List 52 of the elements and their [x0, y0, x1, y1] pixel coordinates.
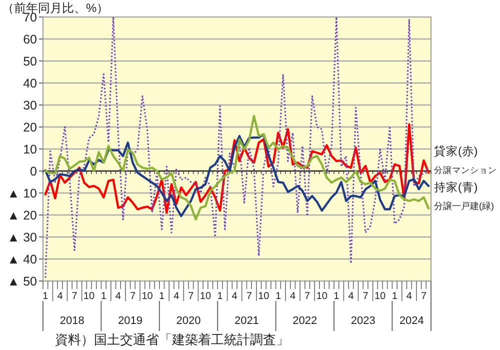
text: 分譲マンション [434, 165, 497, 175]
line-series [44, 16, 430, 278]
y-tick-label: 30 [23, 98, 38, 112]
y-tick-label: 10 [23, 142, 38, 156]
y-tick-label: 50 [23, 54, 38, 68]
text: 2022 [292, 315, 318, 327]
text: 2020 [176, 315, 201, 327]
x-tick-label: 7 [130, 291, 136, 302]
y-tick-label: ▲ 50 [7, 274, 38, 288]
y-tick-label: ▲ 30 [7, 230, 38, 244]
x-tick-label: 10 [200, 291, 212, 302]
x-tick-label: 7 [362, 291, 369, 302]
x-tick-label: 4 [174, 291, 180, 302]
y-tick-label: ▲ 10 [7, 186, 38, 200]
text: 2019 [118, 315, 143, 327]
x-tick-label: 4 [115, 291, 122, 302]
text: 2024 [399, 315, 424, 327]
x-tick-label: 10 [258, 291, 270, 302]
x-tick-label: 7 [188, 291, 194, 302]
x-tick-label: 1 [275, 291, 282, 302]
x-tick-label: 4 [348, 291, 354, 302]
x-tick-label: 10 [142, 291, 154, 302]
x-tick-label: 1 [217, 291, 224, 302]
y-tick-label: ▲ 40 [7, 252, 38, 266]
x-tick-label: 4 [406, 291, 412, 302]
y-tick-label: 0 [30, 164, 38, 178]
text: 持家(青) [434, 182, 478, 194]
y-tick-label: 40 [23, 76, 38, 90]
x-tick-label: 4 [57, 291, 64, 302]
x-tick-label: 7 [420, 291, 427, 302]
text: 貸家(赤) [434, 146, 478, 158]
x-tick-label: 10 [84, 291, 96, 302]
y-tick-label: 20 [23, 120, 38, 134]
y-tick-label: ▲ 20 [7, 208, 38, 222]
x-tick-label: 7 [72, 291, 78, 302]
text: 2018 [60, 315, 84, 327]
x-tick-label: 1 [392, 291, 398, 302]
text: 2021 [234, 315, 259, 327]
text: 分譲一戸建(緑) [434, 201, 494, 211]
text: 2023 [350, 315, 376, 327]
text: 資料）国土交通省「建築着工統計調査」 [55, 332, 289, 347]
x-tick-label: 1 [42, 291, 49, 302]
y-tick-label: 60 [23, 32, 38, 46]
x-tick-label: 1 [100, 291, 107, 302]
x-tick-label: 7 [246, 291, 252, 302]
x-tick-label: 1 [334, 291, 340, 302]
x-tick-label: 4 [232, 291, 238, 302]
x-tick-label: 7 [304, 291, 311, 302]
x-tick-label: 10 [374, 291, 386, 302]
x-tick-label: 10 [316, 291, 328, 302]
x-tick-label: 1 [159, 291, 166, 302]
x-tick-label: 4 [290, 291, 296, 302]
